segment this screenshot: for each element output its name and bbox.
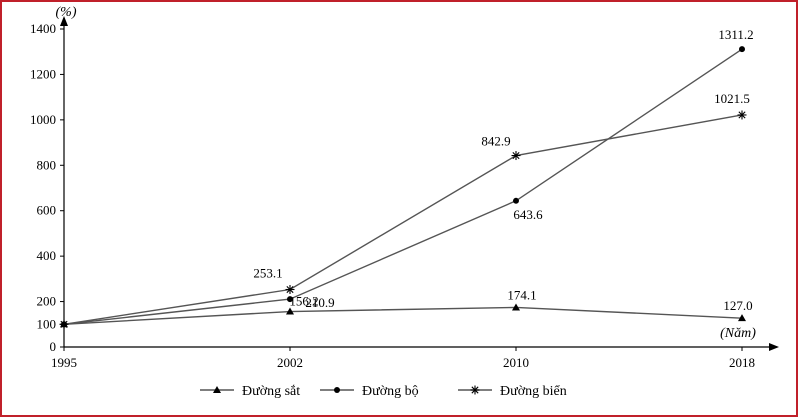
y-axis-arrow (60, 16, 68, 26)
data-label: 842.9 (481, 134, 510, 149)
series-line (63, 48, 743, 325)
data-point (511, 151, 521, 161)
x-tick-label: 2002 (277, 355, 303, 370)
series-line (63, 114, 743, 325)
y-tick-label: 400 (37, 248, 57, 263)
series-line (63, 306, 743, 325)
data-point (738, 314, 746, 322)
y-tick-label: 600 (37, 203, 57, 218)
data-point (286, 307, 294, 315)
y-tick-label: 800 (37, 157, 57, 172)
x-tick-label: 1995 (51, 355, 77, 370)
x-axis-arrow (769, 343, 779, 351)
data-label: 1311.2 (718, 27, 753, 42)
series-markers (59, 46, 747, 329)
legend-marker (470, 385, 480, 395)
y-tick-label: 1200 (30, 66, 56, 81)
legend-label: Đường bộ (362, 384, 419, 399)
data-point (512, 303, 520, 311)
data-point (285, 285, 295, 295)
data-label: 210.9 (305, 295, 334, 310)
y-tick-label: 0 (50, 339, 57, 354)
data-label: 1021.5 (714, 91, 750, 106)
legend-marker (213, 386, 221, 393)
data-label: 174.1 (507, 287, 536, 302)
y-tick-label: 1000 (30, 112, 56, 127)
x-tick-label: 2010 (503, 355, 529, 370)
data-label: 156.2 (289, 294, 318, 309)
legend: Đường sắt Đường bộ Đường biển (200, 384, 567, 399)
y-tick-label: 100 (37, 316, 57, 331)
legend-label: Đường sắt (242, 384, 300, 399)
data-label: 643.6 (513, 207, 543, 222)
data-point (737, 110, 747, 120)
y-tick-label: 1400 (30, 21, 56, 36)
x-axis-unit: (Năm) (720, 326, 756, 341)
axes: 0 100 200 400 600 800 1000 1200 1400 1995 2002 2010… (30, 5, 779, 370)
data-point (59, 319, 69, 329)
data-labels: 156.2 174.1 127.0 210.9 643.6 1311.2 253.1 842.… (253, 27, 753, 313)
series-lines (63, 48, 743, 325)
y-axis-unit: (%) (56, 5, 77, 20)
x-tick-label: 2018 (729, 355, 755, 370)
data-point (513, 197, 519, 204)
data-point (739, 46, 745, 53)
data-label: 127.0 (723, 298, 752, 313)
y-tick-label: 200 (37, 294, 57, 309)
data-point (287, 296, 293, 303)
data-label: 253.1 (253, 266, 282, 281)
legend-label: Đường biển (500, 384, 567, 399)
legend-marker (334, 387, 340, 393)
